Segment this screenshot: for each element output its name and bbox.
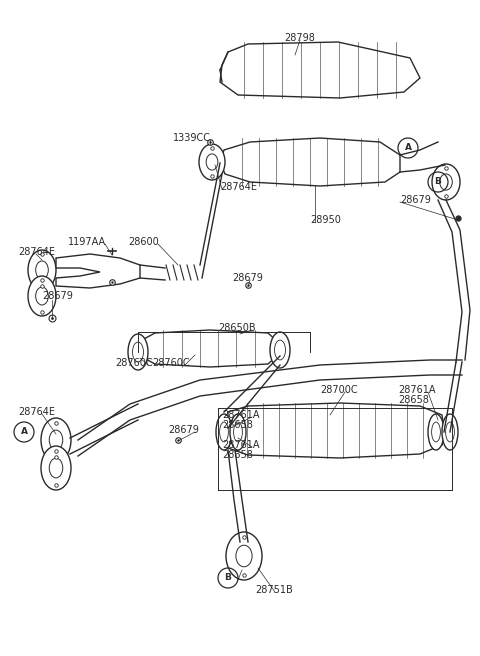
Text: 28761A: 28761A — [222, 410, 260, 420]
Text: 28679: 28679 — [400, 195, 431, 205]
Ellipse shape — [428, 414, 444, 450]
Ellipse shape — [41, 418, 71, 462]
Polygon shape — [56, 254, 140, 288]
Ellipse shape — [445, 422, 455, 442]
Ellipse shape — [219, 422, 228, 442]
Text: B: B — [225, 573, 231, 583]
Ellipse shape — [432, 422, 441, 442]
Ellipse shape — [236, 545, 252, 567]
Text: 1339CC: 1339CC — [173, 133, 211, 143]
Text: 28760C: 28760C — [152, 358, 190, 368]
Ellipse shape — [226, 532, 262, 580]
Ellipse shape — [49, 430, 63, 450]
Ellipse shape — [36, 287, 48, 305]
Text: 28764E: 28764E — [18, 407, 55, 417]
Text: 28679: 28679 — [232, 273, 263, 283]
Text: 28798: 28798 — [285, 33, 315, 43]
Ellipse shape — [28, 276, 56, 316]
Text: 28600: 28600 — [128, 237, 159, 247]
Text: 28658: 28658 — [222, 450, 253, 460]
Text: A: A — [21, 428, 27, 436]
Ellipse shape — [270, 332, 290, 368]
Text: 1197AA: 1197AA — [68, 237, 106, 247]
Ellipse shape — [432, 164, 460, 200]
Text: 28700C: 28700C — [320, 385, 358, 395]
Text: 28760C: 28760C — [115, 358, 153, 368]
Ellipse shape — [440, 174, 452, 190]
Text: A: A — [405, 144, 411, 152]
Text: 28761A: 28761A — [222, 440, 260, 450]
Ellipse shape — [442, 414, 458, 450]
Text: 28658: 28658 — [222, 420, 253, 430]
Ellipse shape — [199, 144, 225, 180]
Ellipse shape — [275, 340, 286, 360]
Text: 28679: 28679 — [42, 291, 73, 301]
Text: 28658: 28658 — [398, 395, 429, 405]
Ellipse shape — [128, 334, 148, 370]
Text: 28761A: 28761A — [398, 385, 435, 395]
Ellipse shape — [49, 458, 63, 478]
Ellipse shape — [36, 261, 48, 279]
Polygon shape — [226, 403, 444, 458]
Ellipse shape — [41, 446, 71, 490]
Text: 28764E: 28764E — [220, 182, 257, 192]
Text: B: B — [434, 178, 442, 186]
Text: 28950: 28950 — [310, 215, 341, 225]
Ellipse shape — [132, 342, 144, 362]
Text: 28764E: 28764E — [18, 247, 55, 257]
Ellipse shape — [216, 414, 232, 450]
Ellipse shape — [230, 414, 246, 450]
Ellipse shape — [206, 154, 218, 170]
Polygon shape — [140, 330, 278, 367]
Polygon shape — [220, 138, 400, 186]
Polygon shape — [220, 42, 420, 98]
Text: 28679: 28679 — [168, 425, 199, 435]
Text: 28751B: 28751B — [255, 585, 293, 595]
Ellipse shape — [28, 250, 56, 290]
Ellipse shape — [234, 422, 242, 442]
Text: 28650B: 28650B — [218, 323, 256, 333]
